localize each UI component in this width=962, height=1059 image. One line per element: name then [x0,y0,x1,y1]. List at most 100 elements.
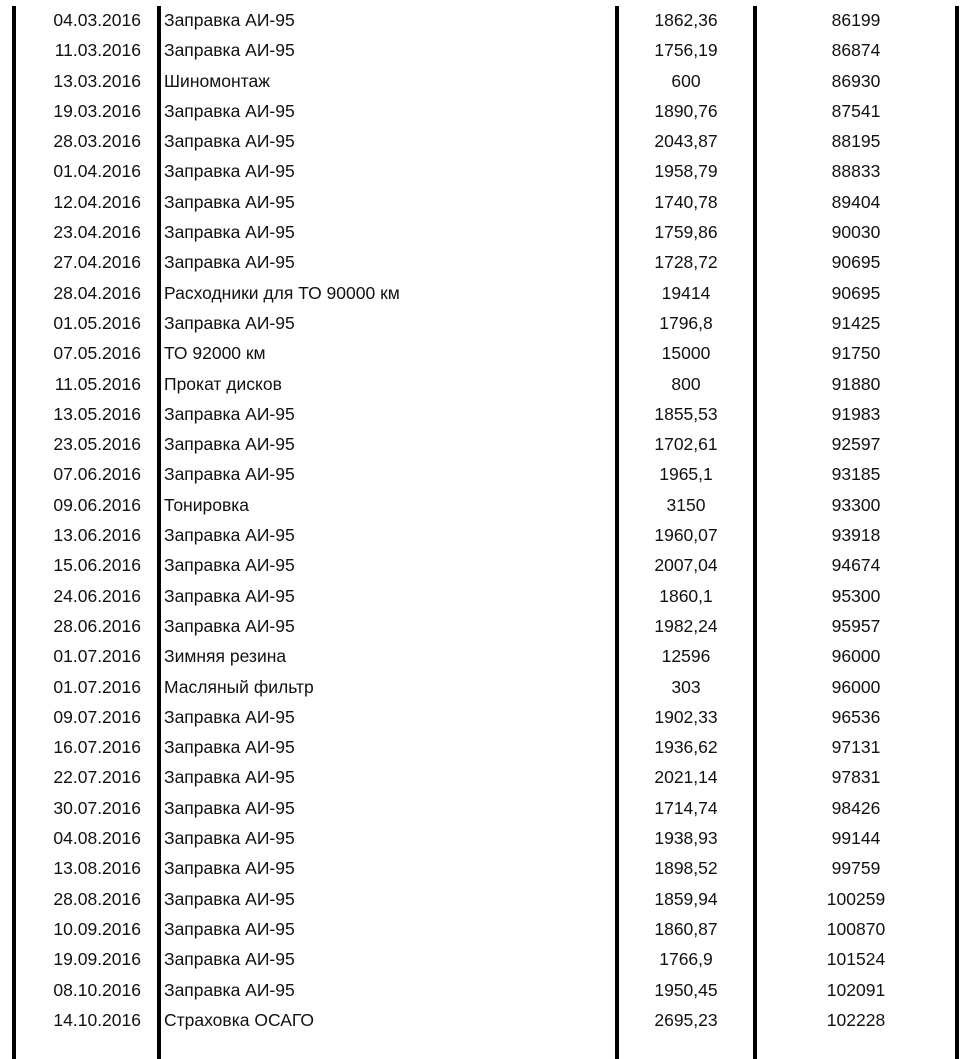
mileage-cell: 93300 [831,494,881,515]
description-cell: Заправка АИ-95 [164,464,295,485]
table-row: 01.07.2016 Зимняя резина 12596 96000 [0,641,962,671]
date-cell: 13.03.2016 [53,70,141,91]
mileage-cell: 97131 [831,737,881,758]
description-cell: Заправка АИ-95 [164,222,295,243]
date-cell: 27.04.2016 [53,252,141,273]
date-cell: 09.07.2016 [53,706,141,727]
mileage-cell: 95300 [831,585,881,606]
date-cell: 23.04.2016 [53,222,141,243]
date-cell: 19.09.2016 [53,949,141,970]
table-row: 13.03.2016 Шиномонтаж 600 86930 [0,66,962,96]
amount-cell: 1860,1 [659,585,713,606]
date-cell: 13.06.2016 [53,525,141,546]
date-cell: 01.04.2016 [53,161,141,182]
amount-cell: 1898,52 [654,858,718,879]
table-row: 01.05.2016 Заправка АИ-95 1796,8 91425 [0,308,962,338]
table-row: 08.10.2016 Заправка АИ-95 1950,45 102091 [0,975,962,1005]
description-cell: Заправка АИ-95 [164,191,295,212]
amount-cell: 12596 [661,646,711,667]
date-cell: 01.05.2016 [53,312,141,333]
description-cell: Заправка АИ-95 [164,949,295,970]
amount-cell: 1982,24 [654,615,718,636]
table-row: 24.06.2016 Заправка АИ-95 1860,1 95300 [0,581,962,611]
description-cell: Заправка АИ-95 [164,858,295,879]
table-border-left [12,6,16,1059]
table-row: 10.09.2016 Заправка АИ-95 1860,87 100870 [0,914,962,944]
mileage-cell: 90695 [831,252,881,273]
description-cell: Расходники для ТО 90000 км [164,282,400,303]
table-row: 04.03.2016 Заправка АИ-95 1862,36 86199 [0,5,962,35]
mileage-cell: 91750 [831,343,881,364]
date-cell: 15.06.2016 [53,555,141,576]
amount-cell: 800 [671,373,701,394]
table-row: 11.05.2016 Прокат дисков 800 91880 [0,369,962,399]
amount-cell: 1740,78 [654,191,718,212]
description-cell: Заправка АИ-95 [164,585,295,606]
mileage-cell: 94674 [831,555,881,576]
amount-cell: 15000 [661,343,711,364]
amount-cell: 1759,86 [654,222,718,243]
table-row: 07.06.2016 Заправка АИ-95 1965,1 93185 [0,459,962,489]
date-cell: 28.08.2016 [53,888,141,909]
description-cell: Тонировка [164,494,250,515]
mileage-cell: 93918 [831,525,881,546]
date-cell: 09.06.2016 [53,494,141,515]
mileage-cell: 88833 [831,161,881,182]
description-cell: ТО 92000 км [164,343,266,364]
mileage-cell: 88195 [831,131,881,152]
description-cell: Заправка АИ-95 [164,615,295,636]
date-cell: 04.08.2016 [53,828,141,849]
amount-cell: 1902,33 [654,706,718,727]
description-cell: Заправка АИ-95 [164,525,295,546]
date-cell: 28.04.2016 [53,282,141,303]
date-cell: 13.05.2016 [53,403,141,424]
date-cell: 16.07.2016 [53,737,141,758]
description-cell: Заправка АИ-95 [164,312,295,333]
mileage-cell: 90030 [831,222,881,243]
mileage-cell: 87541 [831,100,881,121]
mileage-cell: 101524 [826,949,886,970]
date-cell: 01.07.2016 [53,646,141,667]
description-cell: Заправка АИ-95 [164,888,295,909]
description-cell: Заправка АИ-95 [164,555,295,576]
table-row: 19.03.2016 Заправка АИ-95 1890,76 87541 [0,96,962,126]
mileage-cell: 96000 [831,676,881,697]
amount-cell: 600 [671,70,701,91]
table-row: 28.06.2016 Заправка АИ-95 1982,24 95957 [0,611,962,641]
date-cell: 11.05.2016 [54,373,141,394]
mileage-cell: 91880 [831,373,881,394]
table-row: 11.03.2016 Заправка АИ-95 1756,19 86874 [0,35,962,65]
amount-cell: 1728,72 [654,252,718,273]
column-divider-amount [753,6,757,1059]
table-row: 01.04.2016 Заправка АИ-95 1958,79 88833 [0,156,962,186]
description-cell: Заправка АИ-95 [164,434,295,455]
table-row: 30.07.2016 Заправка АИ-95 1714,74 98426 [0,793,962,823]
amount-cell: 1958,79 [654,161,718,182]
description-cell: Заправка АИ-95 [164,767,295,788]
mileage-cell: 100259 [826,888,886,909]
table-row: 14.10.2016 Страховка ОСАГО 2695,23 102228 [0,1005,962,1035]
mileage-cell: 91425 [831,312,881,333]
description-cell: Прокат дисков [164,373,282,394]
table-row: 15.06.2016 Заправка АИ-95 2007,04 94674 [0,550,962,580]
date-cell: 13.08.2016 [53,858,141,879]
mileage-cell: 91983 [831,403,881,424]
mileage-cell: 99759 [831,858,881,879]
description-cell: Заправка АИ-95 [164,828,295,849]
mileage-cell: 89404 [831,191,881,212]
description-cell: Заправка АИ-95 [164,979,295,1000]
date-cell: 12.04.2016 [53,191,141,212]
column-divider-description [615,6,619,1059]
mileage-cell: 86930 [831,70,881,91]
mileage-cell: 97831 [831,767,881,788]
table-row: 04.08.2016 Заправка АИ-95 1938,93 99144 [0,823,962,853]
description-cell: Заправка АИ-95 [164,797,295,818]
table-row: 19.09.2016 Заправка АИ-95 1766,9 101524 [0,944,962,974]
description-cell: Масляный фильтр [164,676,314,697]
mileage-cell: 96000 [831,646,881,667]
description-cell: Страховка ОСАГО [164,1009,314,1030]
amount-cell: 2043,87 [654,131,718,152]
amount-cell: 1859,94 [654,888,718,909]
expense-table: 04.03.2016 Заправка АИ-95 1862,36 86199 11.0… [0,5,962,1035]
column-divider-date [157,6,161,1059]
